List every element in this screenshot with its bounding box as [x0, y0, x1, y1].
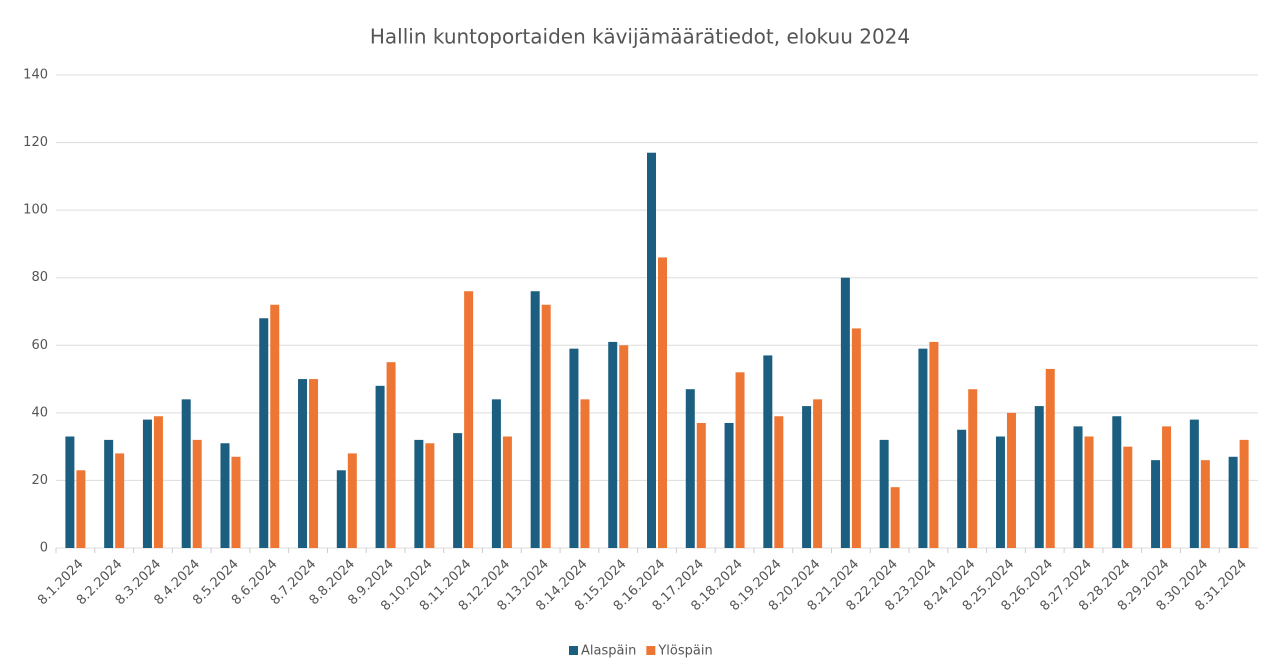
bar: [890, 487, 900, 548]
bar: [453, 433, 463, 548]
bar: [192, 439, 202, 548]
bar: [298, 379, 308, 548]
bar: [414, 439, 424, 548]
bar: [1084, 436, 1094, 548]
bar: [270, 304, 280, 548]
bar: [608, 341, 618, 548]
bar: [231, 456, 241, 548]
bar: [1162, 426, 1172, 548]
bar: [968, 389, 978, 548]
y-tick-label: 80: [31, 270, 48, 285]
y-tick-label: 60: [31, 338, 48, 353]
bar: [879, 439, 889, 548]
bar: [763, 355, 773, 548]
bar: [774, 416, 784, 548]
bar: [541, 304, 551, 548]
bar: [464, 291, 474, 548]
bar: [259, 318, 269, 548]
bar: [491, 399, 501, 548]
bar: [918, 348, 928, 548]
legend-swatch: [569, 646, 578, 655]
bar: [1228, 456, 1238, 548]
bar: [1006, 412, 1016, 548]
y-tick-label: 40: [31, 405, 48, 420]
bar: [104, 439, 114, 548]
bar: [1045, 368, 1055, 548]
bar: [658, 257, 667, 548]
bar: [375, 385, 385, 548]
bar: [1034, 406, 1044, 548]
bar: [425, 443, 435, 548]
bar: [1073, 426, 1083, 548]
bar: [813, 399, 823, 548]
bar: [220, 443, 230, 548]
bar: [1189, 419, 1199, 548]
chart-title: Hallin kuntoportaiden kävijämäärätiedot,…: [370, 25, 910, 49]
bar: [696, 422, 706, 548]
legend-swatch: [646, 646, 656, 655]
bar: [142, 419, 152, 548]
bar: [569, 348, 579, 548]
bar: [647, 152, 656, 548]
bar: [76, 470, 86, 548]
bar: [802, 406, 812, 548]
bar: [309, 379, 319, 548]
legend-label: Ylöspäin: [657, 644, 712, 659]
y-tick-label: 100: [23, 203, 48, 218]
bar: [685, 389, 695, 548]
bar: [386, 362, 396, 548]
bar: [65, 436, 75, 548]
bar: [502, 436, 512, 548]
y-tick-label: 0: [40, 541, 48, 556]
bar: [619, 345, 629, 548]
bar: [1151, 460, 1161, 548]
bar: [1112, 416, 1122, 548]
bar: [929, 341, 939, 548]
bar: [347, 453, 357, 548]
bar: [851, 328, 861, 548]
bar: [530, 291, 540, 548]
bar: [724, 422, 734, 548]
bar: [153, 416, 163, 548]
bar: [336, 470, 346, 548]
y-tick-label: 20: [31, 473, 48, 488]
y-tick-label: 120: [23, 135, 48, 150]
legend: Alaspäin Ylöspäin: [569, 644, 713, 659]
bar: [995, 436, 1005, 548]
bar: [580, 399, 590, 548]
bar: [735, 372, 745, 548]
bar: [1239, 439, 1249, 548]
bar: [1123, 446, 1133, 548]
bar: [957, 429, 967, 548]
y-tick-label: 140: [23, 68, 48, 83]
bar: [1200, 460, 1210, 548]
bar: [840, 277, 850, 548]
bar: [181, 399, 191, 548]
legend-label: Alaspäin: [581, 644, 636, 659]
bar: [115, 453, 125, 548]
